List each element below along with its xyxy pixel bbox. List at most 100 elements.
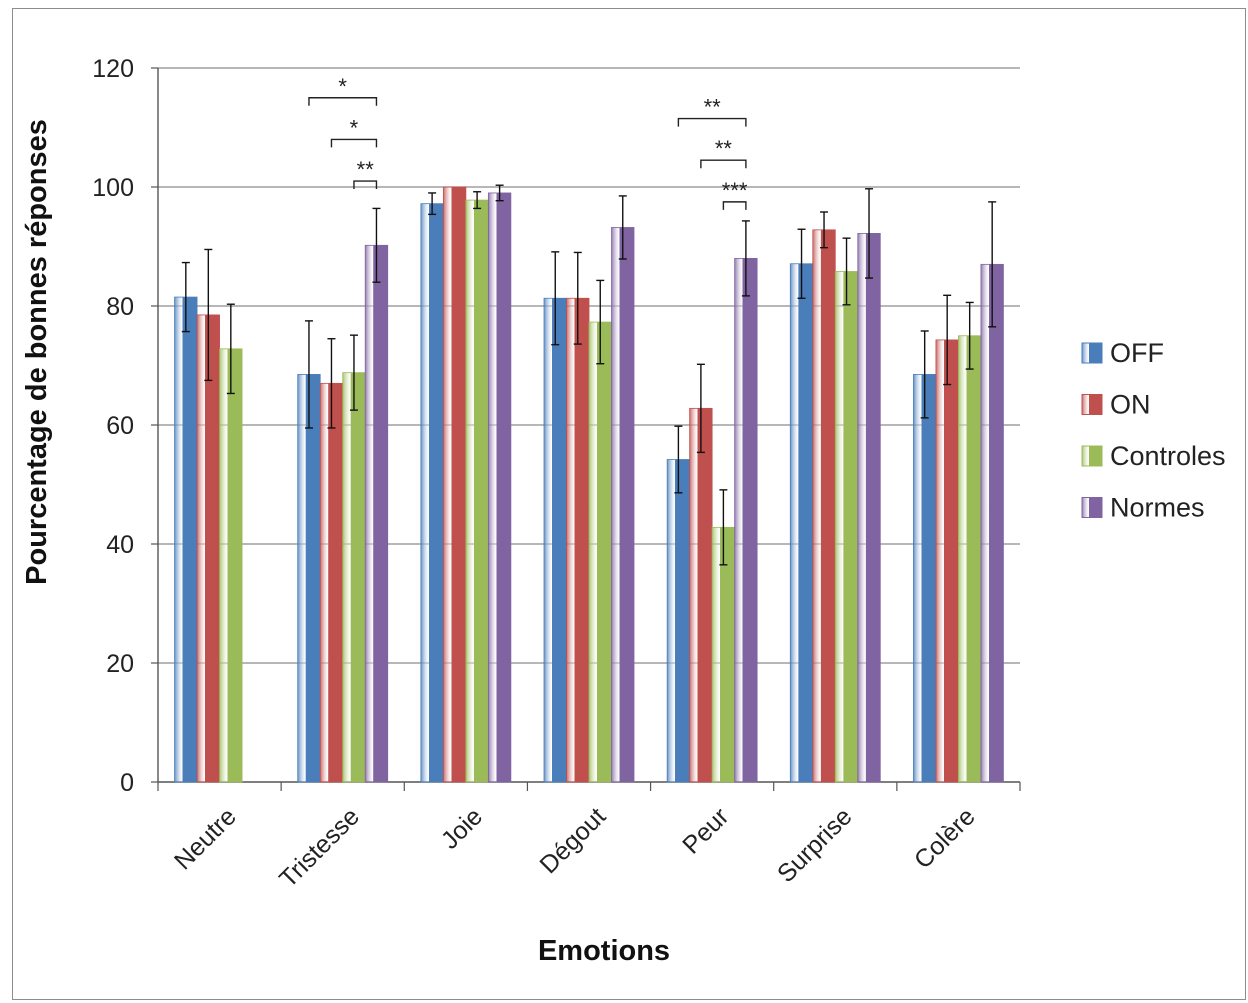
bar-on-neutre bbox=[196, 314, 220, 783]
error-bar-on-surprise bbox=[820, 211, 829, 249]
significance-label: ** bbox=[357, 157, 375, 182]
bar-controles-degout bbox=[588, 321, 612, 783]
bar-controles-joie bbox=[465, 199, 489, 783]
bar-on-tristesse bbox=[319, 382, 344, 783]
error-bar-off-joie bbox=[428, 192, 437, 216]
x-axis-title: Emotions bbox=[538, 935, 670, 967]
bar-on-peur bbox=[689, 407, 713, 783]
y-axis-title: Pourcentage de bonnes réponses bbox=[21, 119, 53, 585]
error-bar-off-peur bbox=[674, 425, 683, 494]
bar-controles-surprise bbox=[834, 271, 859, 783]
y-tick-label: 20 bbox=[106, 650, 134, 678]
bar-controles-colere bbox=[958, 335, 982, 783]
bars bbox=[174, 186, 1004, 783]
y-tick-label: 120 bbox=[92, 55, 134, 83]
x-tick-label-colere: Colère bbox=[909, 802, 981, 874]
bar-controles-tristesse bbox=[342, 372, 366, 783]
error-bar-normes-degout bbox=[618, 195, 627, 260]
bar-off-neutre bbox=[174, 296, 198, 783]
error-bar-off-colere bbox=[920, 330, 929, 419]
x-tick-label-joie: Joie bbox=[436, 802, 488, 854]
chart-frame bbox=[12, 8, 1246, 1000]
error-bar-off-surprise bbox=[797, 228, 806, 299]
bar-controles-neutre bbox=[219, 348, 243, 783]
legend-label: ON bbox=[1110, 390, 1151, 420]
significance-label: *** bbox=[722, 178, 748, 203]
significance-bracket: ** bbox=[677, 95, 747, 127]
error-bar-normes-tristesse bbox=[372, 207, 381, 283]
bar-normes-joie bbox=[487, 192, 512, 783]
bar-normes-tristesse bbox=[364, 244, 389, 783]
error-bar-controles-surprise bbox=[842, 237, 851, 306]
significance-bracket: ** bbox=[700, 136, 747, 169]
error-bar-on-tristesse bbox=[327, 338, 336, 429]
legend: OFF ON Controles Normes bbox=[1081, 338, 1226, 523]
y-tick-label: 60 bbox=[106, 412, 134, 440]
error-bar-normes-surprise bbox=[865, 188, 874, 279]
significance-bracket: *** bbox=[722, 178, 748, 210]
error-bar-controles-tristesse bbox=[349, 334, 358, 411]
significance-label: ** bbox=[715, 136, 733, 161]
error-bar-on-peur bbox=[696, 363, 705, 454]
significance-label: * bbox=[338, 74, 347, 99]
legend-label: Controles bbox=[1110, 441, 1226, 471]
error-bar-controles-joie bbox=[473, 191, 482, 210]
error-bar-controles-colere bbox=[965, 301, 974, 370]
bar-on-joie bbox=[442, 186, 467, 783]
y-tick-label: 100 bbox=[92, 174, 134, 202]
significance-label: * bbox=[350, 115, 359, 140]
legend-swatch bbox=[1081, 445, 1103, 467]
bar-on-surprise bbox=[812, 229, 836, 783]
x-tick-label-tristesse: Tristesse bbox=[274, 802, 365, 893]
bar-normes-degout bbox=[611, 227, 635, 783]
legend-label: OFF bbox=[1110, 338, 1164, 368]
significance-brackets: *********** bbox=[308, 74, 748, 210]
y-tick-labels: 0 20 40 60 80 100 120 bbox=[92, 55, 134, 797]
bar-normes-colere bbox=[980, 263, 1004, 783]
bar-off-joie bbox=[420, 203, 444, 783]
legend-swatch bbox=[1081, 497, 1103, 518]
x-tick-labels: Neutre Tristesse Joie Dégout Peur Surprise Col… bbox=[169, 802, 981, 893]
significance-bracket: * bbox=[308, 74, 378, 106]
legend-item-controles: Controles bbox=[1081, 441, 1226, 471]
error-bar-controles-degout bbox=[596, 279, 605, 365]
bar-off-peur bbox=[666, 459, 691, 783]
significance-label: ** bbox=[704, 95, 722, 120]
error-bar-off-degout bbox=[551, 251, 560, 346]
error-bar-controles-peur bbox=[719, 489, 728, 566]
error-bar-normes-peur bbox=[741, 220, 750, 297]
error-bars bbox=[181, 184, 997, 566]
error-bar-normes-joie bbox=[495, 184, 504, 202]
error-bar-off-tristesse bbox=[304, 320, 313, 429]
error-bar-on-colere bbox=[943, 294, 952, 386]
x-tick-label-peur: Peur bbox=[677, 802, 734, 859]
bar-on-colere bbox=[935, 339, 959, 783]
bar-off-colere bbox=[913, 374, 937, 783]
y-tick-label: 80 bbox=[106, 293, 134, 321]
bar-off-tristesse bbox=[297, 374, 321, 783]
bar-normes-peur bbox=[734, 257, 758, 783]
error-bar-off-neutre bbox=[181, 261, 190, 333]
significance-bracket: * bbox=[330, 115, 378, 148]
bar-normes-surprise bbox=[857, 233, 881, 783]
legend-label: Normes bbox=[1110, 493, 1205, 523]
bar-on-degout bbox=[566, 297, 590, 783]
significance-bracket: ** bbox=[353, 157, 378, 190]
bar-off-surprise bbox=[789, 263, 814, 783]
y-tick-label: 40 bbox=[106, 531, 134, 559]
error-bar-controles-neutre bbox=[226, 303, 235, 395]
error-bar-on-degout bbox=[573, 251, 582, 345]
x-tick-label-neutre: Neutre bbox=[169, 802, 242, 875]
error-bar-normes-colere bbox=[988, 201, 997, 328]
bar-off-degout bbox=[543, 297, 567, 783]
legend-item-on: ON bbox=[1081, 390, 1151, 420]
legend-item-normes: Normes bbox=[1081, 493, 1205, 523]
x-tick-label-surprise: Surprise bbox=[772, 802, 858, 888]
bar-controles-peur bbox=[711, 526, 736, 783]
error-bar-on-neutre bbox=[204, 248, 213, 382]
legend-item-off: OFF bbox=[1081, 338, 1164, 368]
legend-swatch bbox=[1081, 394, 1103, 415]
y-tick-label: 0 bbox=[120, 769, 134, 797]
legend-swatch bbox=[1081, 342, 1103, 364]
